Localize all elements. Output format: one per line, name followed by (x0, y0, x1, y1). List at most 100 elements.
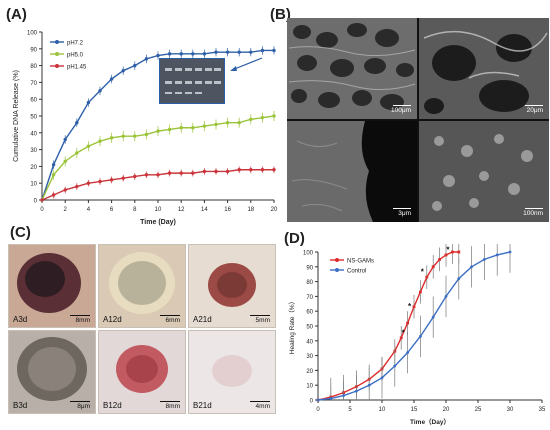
legend-marker (55, 40, 59, 44)
data-point (470, 265, 473, 269)
data-point (63, 188, 67, 192)
data-point (419, 334, 422, 338)
data-point (225, 121, 230, 125)
photo-label: A3d (13, 315, 28, 324)
y-tick-label: 80 (306, 280, 313, 286)
y-tick-label: 40 (306, 339, 313, 345)
x-tick-label: 12 (178, 207, 185, 213)
data-point (508, 250, 512, 254)
data-point (121, 176, 125, 180)
data-point (75, 121, 79, 125)
photo-label: B12d (103, 401, 122, 410)
x-tick-label: 14 (201, 207, 208, 213)
y-tick-label: 90 (30, 47, 37, 53)
legend-label: pH1.45 (67, 65, 87, 71)
data-point (144, 57, 149, 61)
gel-arrow (231, 57, 263, 71)
data-point (431, 265, 435, 269)
data-point (86, 144, 91, 148)
photo-label: A21d (193, 315, 212, 324)
panel-label-a: (A) (6, 6, 27, 23)
x-tick-label: 6 (110, 207, 114, 213)
significance-mark: * (446, 246, 450, 255)
sem-scalebar (525, 207, 543, 209)
wound-photo: B12d 8mm (98, 330, 186, 414)
photo-scalebar (160, 401, 180, 402)
x-tick-label: 0 (316, 407, 320, 413)
data-point (121, 134, 125, 138)
y-tick-label: 20 (306, 369, 313, 375)
data-point (431, 315, 435, 319)
wound-photo: A12d 6mm (98, 244, 186, 328)
data-point (483, 258, 486, 261)
data-point (156, 53, 160, 58)
x-tick-label: 18 (247, 207, 254, 213)
sem-scale-text: 100nm (523, 210, 543, 217)
data-point (367, 383, 371, 387)
data-point (40, 198, 44, 202)
data-point (260, 48, 265, 53)
data-point (260, 168, 265, 172)
sem-scalebar (393, 104, 411, 106)
photo-scale-text: 6mm (165, 317, 180, 324)
dna-release-chart: 0 2 4 6 8 10 12 14 16 18 20 0 10 20 30 40 50 60 70 80 90 100 T… (13, 31, 278, 227)
x-tick-label: 35 (539, 407, 546, 413)
y-tick-label: 70 (30, 81, 37, 87)
panel-label-c: (C) (10, 224, 31, 241)
y-tick-label: 10 (306, 384, 313, 390)
data-point (355, 389, 358, 393)
data-point (109, 77, 114, 81)
healing-rate-chart: 0 5 10 15 20 25 30 35 0 10 20 30 40 50 60 70 80 90 100 Time… (288, 244, 546, 426)
data-point (109, 136, 114, 140)
significance-mark: * (421, 268, 425, 277)
y-tick-label: 30 (30, 148, 37, 154)
data-point (214, 169, 218, 174)
photo-label: B21d (193, 401, 212, 410)
gel-arrowhead (230, 66, 237, 71)
photo-scalebar (70, 401, 90, 402)
data-point (98, 179, 102, 184)
data-point (144, 173, 149, 177)
gel-inset-image (159, 58, 225, 104)
data-point (51, 163, 56, 167)
data-point (329, 397, 333, 400)
legend-marker (55, 64, 59, 68)
data-point (225, 50, 230, 54)
data-point (75, 151, 79, 155)
x-tick-label: 25 (475, 407, 482, 413)
data-point (133, 174, 137, 179)
panel-label-b: (B) (270, 6, 291, 23)
data-point (342, 394, 345, 397)
data-point (156, 173, 160, 177)
data-point (109, 178, 114, 182)
legend-label: pH7.2 (67, 41, 84, 47)
data-point (425, 275, 429, 279)
y-tick-label: 80 (30, 64, 37, 70)
x-tick-label: 5 (348, 407, 352, 413)
x-tick-label: 0 (40, 207, 44, 213)
data-point (495, 253, 499, 257)
data-point (133, 134, 137, 138)
y-axis-label: Healing Rate（%） (288, 298, 296, 354)
y-tick-label: 0 (310, 399, 314, 405)
data-point (202, 52, 207, 56)
photo-scale-text: 5mm (255, 317, 270, 324)
wound-photo-grid: A3d 8mm A12d 6mm A21d 5mm B3d 8μm B12d 8… (8, 244, 276, 414)
data-point (51, 193, 56, 197)
data-point (179, 171, 183, 175)
series-line (317, 251, 459, 401)
data-point (167, 171, 172, 175)
x-tick-label: 2 (64, 207, 68, 213)
legend-label: pH5.0 (67, 53, 84, 59)
wound-photo: A21d 5mm (188, 244, 276, 328)
legend-marker (55, 52, 59, 56)
data-point (167, 52, 172, 56)
data-point (457, 277, 461, 281)
significance-mark: * (402, 328, 406, 337)
sem-image-surface: 3μm (287, 121, 417, 222)
legend-marker (335, 258, 339, 262)
data-point (63, 137, 67, 142)
data-point (214, 122, 218, 127)
data-point (225, 169, 230, 174)
data-point (412, 305, 416, 309)
